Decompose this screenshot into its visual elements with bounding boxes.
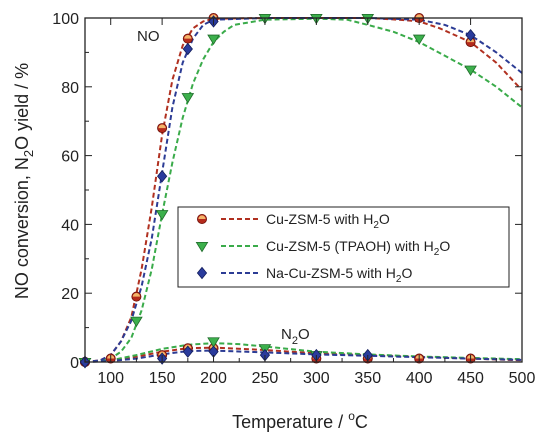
data-point-no-cu-zsm5-highlight bbox=[132, 293, 141, 297]
y-axis-title: NO conversion, N2O yield / % bbox=[12, 63, 36, 299]
data-point-no-cu-zsm5-tpaoh bbox=[207, 34, 220, 46]
data-point-no-cu-zsm5-tpaoh bbox=[181, 93, 195, 104]
legend-items bbox=[195, 213, 261, 280]
data-point-no-na-cu-zsm5 bbox=[465, 28, 476, 42]
data-point-no-na-cu-zsm5 bbox=[157, 170, 168, 183]
y-tick-label: 80 bbox=[61, 80, 79, 97]
annotation-no: NO bbox=[137, 28, 160, 45]
x-tick-label: 250 bbox=[252, 370, 279, 387]
legend-marker-cu-zsm5-tpaoh bbox=[195, 241, 209, 253]
plot-frame bbox=[84, 17, 523, 363]
legend-label-cu-zsm5: Cu-ZSM-5 with H2O bbox=[266, 211, 390, 231]
plot-content bbox=[78, 12, 523, 369]
x-axis-title: Temperature / oC bbox=[232, 409, 368, 432]
annotation-n2o: N2O bbox=[281, 326, 310, 347]
x-tick-label: 350 bbox=[354, 370, 381, 387]
data-point-no-cu-zsm5-highlight bbox=[184, 35, 192, 39]
legend: Cu-ZSM-5 with H2O Cu-ZSM-5 (TPAOH) with … bbox=[177, 206, 510, 288]
series-cu-zsm5-tpaoh bbox=[84, 17, 523, 363]
data-point-no-cu-zsm5-tpaoh bbox=[155, 210, 169, 221]
data-point-no-cu-zsm5-highlight bbox=[158, 124, 166, 129]
series-line-no-cu-zsm5 bbox=[84, 17, 523, 363]
legend-label-cu-zsm5-tpaoh: Cu-ZSM-5 (TPAOH) with H2O bbox=[266, 238, 450, 258]
x-tick-label: 200 bbox=[200, 370, 227, 387]
data-point-no-cu-zsm5-tpaoh bbox=[130, 316, 143, 328]
x-tick-label: 400 bbox=[406, 370, 433, 387]
legend-label-na-cu-zsm5: Na-Cu-ZSM-5 with H2O bbox=[266, 265, 412, 285]
y-tick-label: 40 bbox=[61, 217, 79, 234]
data-point-no-cu-zsm5-tpaoh bbox=[412, 34, 426, 46]
series-line-n2o-na-cu-zsm5 bbox=[84, 349, 523, 363]
series-cu-zsm5 bbox=[84, 17, 523, 363]
data-point-no-cu-zsm5-highlight bbox=[415, 14, 423, 18]
y-tick-label: 100 bbox=[52, 11, 79, 28]
y-tick-label: 60 bbox=[61, 149, 79, 166]
legend-marker-na-cu-zsm5 bbox=[196, 266, 208, 280]
data-point-no-na-cu-zsm5 bbox=[182, 42, 193, 56]
data-point-n2o-na-cu-zsm5 bbox=[182, 345, 193, 358]
x-tick-label: 450 bbox=[457, 370, 484, 387]
markers-cu-zsm5-tpaoh bbox=[78, 13, 477, 369]
x-tick-label: 300 bbox=[303, 370, 330, 387]
x-tick-label: 100 bbox=[97, 370, 124, 387]
series-na-cu-zsm5 bbox=[84, 17, 523, 363]
legend-marker-cu-zsm5-highlight bbox=[198, 215, 206, 219]
series-line-no-cu-zsm5-tpaoh bbox=[84, 17, 523, 363]
x-tick-label: 150 bbox=[149, 370, 176, 387]
axis-ticks: 100 150 200 250 300 350 400 450 500 0 20 40 60 80 100 bbox=[52, 11, 535, 387]
data-point-no-cu-zsm5-tpaoh bbox=[464, 65, 477, 76]
data-point-n2o-cu-zsm5-tpaoh bbox=[207, 337, 220, 348]
x-tick-label: 500 bbox=[509, 370, 536, 387]
y-tick-label: 0 bbox=[70, 355, 79, 372]
y-tick-label: 20 bbox=[61, 286, 79, 303]
series-line-no-na-cu-zsm5 bbox=[84, 17, 523, 363]
